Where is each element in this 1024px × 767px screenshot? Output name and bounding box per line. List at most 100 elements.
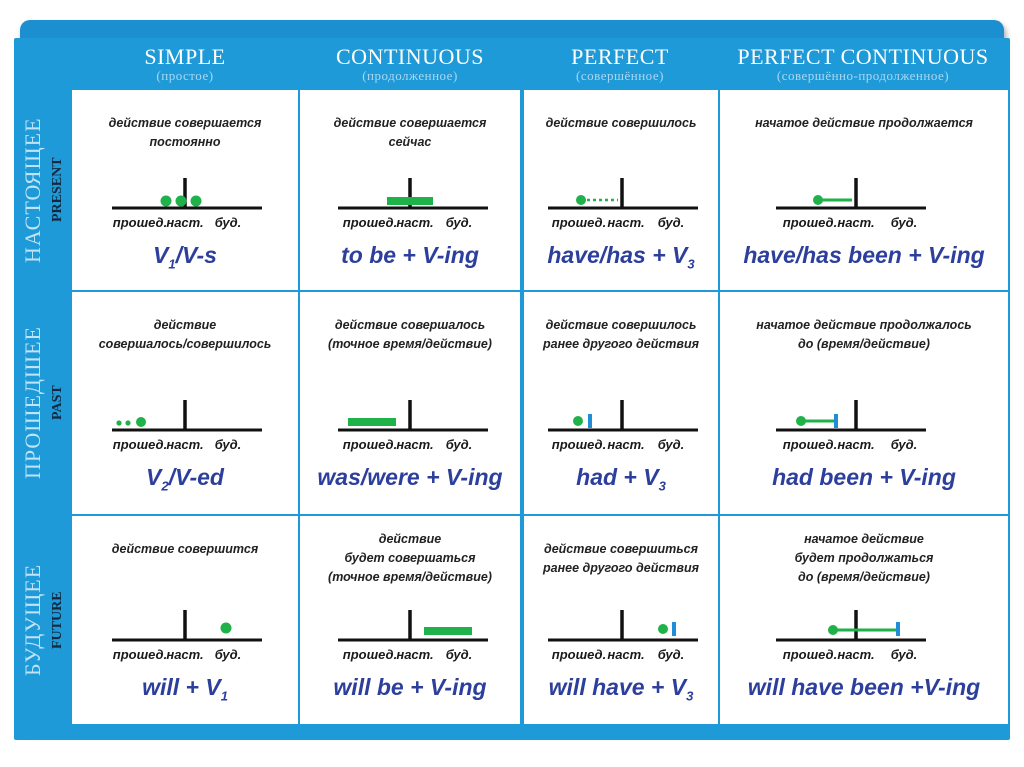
tense-formula: will be + V-ing: [300, 674, 520, 701]
row-title-en: PAST: [50, 385, 65, 421]
action-bar: [348, 418, 396, 426]
timeline-label-present: наст.: [396, 215, 433, 230]
formula-text: will have been +V-ing: [747, 674, 981, 700]
timeline-diagram: прошед. наст. буд.: [548, 400, 698, 452]
formula-text: to be + V-ing: [341, 242, 479, 268]
formula-subscript: 1: [220, 688, 228, 704]
formula-subscript: 1: [168, 256, 176, 272]
formula-text: have/has been + V-ing: [743, 242, 985, 268]
tense-description: действие совершиться ранее другого действ…: [528, 540, 714, 578]
timeline-label-future: буд.: [891, 647, 918, 662]
row-title-ru: БУДУЩЕЕ: [20, 563, 45, 677]
action-small-dot: [116, 420, 122, 426]
row-title-en: PRESENT: [50, 157, 65, 223]
column-header-continuous: CONTINUOUS (продолженное): [298, 45, 522, 89]
reference-marker: [588, 414, 592, 428]
tense-formula: have/has + V3: [524, 242, 718, 272]
action-bar: [424, 627, 472, 635]
tense-description: действие совершится: [76, 540, 294, 559]
tense-description: действие совершалось (точное время/действ…: [304, 316, 516, 354]
tense-description: действие совершалось/совершилось: [76, 316, 294, 354]
timeline-label-past: прошед.: [113, 437, 167, 452]
cell-present-perfect-continuous: начатое действие продолжается прошед. наст…: [720, 90, 1008, 290]
cell-present-continuous: действие совершается сейчас прошед. наст. бу…: [300, 90, 520, 290]
description-line: постоянно: [149, 135, 221, 149]
column-title: PERFECT CONTINUOUS: [737, 44, 989, 69]
timeline-diagram: прошед. наст. буд.: [548, 610, 698, 662]
action-bar: [387, 197, 433, 205]
description-line: действие: [378, 532, 442, 546]
formula-subscript: 3: [687, 256, 695, 272]
formula-text: was/were + V-ing: [317, 464, 503, 490]
reference-marker: [896, 622, 900, 636]
timeline-label-past: прошед.: [343, 647, 397, 662]
reference-marker: [834, 414, 838, 428]
tense-description: действие совершается постоянно: [76, 114, 294, 152]
description-line: начатое действие продолжается: [755, 116, 973, 130]
timeline-diagram: прошед. наст. буд.: [112, 400, 262, 452]
timeline-label-past: прошед.: [552, 647, 606, 662]
timeline-diagram: прошед. наст. буд.: [776, 400, 926, 452]
row-title-en: FUTURE: [50, 591, 65, 649]
timeline-label-future: буд.: [658, 215, 685, 230]
column-header-simple: SIMPLE (простое): [72, 45, 298, 89]
cell-past-perfect-continuous: начатое действие продолжалось до (время/д…: [720, 292, 1008, 514]
timeline-label-past: прошед.: [552, 215, 606, 230]
formula-text: will have + V: [548, 674, 687, 700]
timeline-label-past: прошед.: [343, 437, 397, 452]
description-line: действие совершалось: [334, 318, 486, 332]
cell-future-perfect: действие совершиться ранее другого действ…: [524, 516, 718, 724]
cell-past-perfect: действие совершилось ранее другого действ…: [524, 292, 718, 514]
timeline-diagram: прошед. наст. буд.: [776, 610, 926, 662]
description-line: ранее другого действия: [543, 561, 699, 575]
description-line: действие совершится: [111, 542, 259, 556]
description-line: до (время/действие): [798, 337, 930, 351]
column-title: CONTINUOUS: [336, 44, 484, 69]
tense-description: начатое действие продолжалось до (время/д…: [724, 316, 1004, 354]
timeline-label-present: наст.: [837, 437, 874, 452]
action-small-dot: [125, 420, 131, 426]
formula-text: V: [153, 242, 169, 268]
tense-formula: to be + V-ing: [300, 242, 520, 269]
timeline-label-future: буд.: [446, 437, 473, 452]
formula-text: have/has + V: [547, 242, 688, 268]
timeline-label-past: прошед.: [113, 647, 167, 662]
action-dot: [175, 195, 187, 207]
description-line: начатое действие: [804, 532, 924, 546]
timeline-diagram: прошед. наст. буд.: [338, 178, 488, 230]
action-dot: [813, 195, 823, 205]
timeline-label-present: наст.: [396, 437, 433, 452]
action-dot: [576, 195, 586, 205]
action-dot: [828, 625, 838, 635]
tense-formula: had been + V-ing: [720, 464, 1008, 491]
row-title-ru: ПРОШЕДШЕЕ: [20, 326, 45, 480]
timeline-diagram: прошед. наст. буд.: [112, 178, 262, 230]
column-title: SIMPLE: [144, 44, 226, 69]
timeline-label-future: буд.: [891, 215, 918, 230]
formula-suffix: /V-ed: [168, 464, 224, 490]
column-title: PERFECT: [571, 44, 669, 69]
tense-formula: had + V3: [524, 464, 718, 494]
formula-suffix: /V-s: [175, 242, 217, 268]
tense-description: действие совершилось: [528, 114, 714, 133]
formula-text: had + V: [576, 464, 659, 490]
cell-future-perfect-continuous: начатое действие будет продолжаться до (вр…: [720, 516, 1008, 724]
formula-text: V: [146, 464, 162, 490]
timeline-label-past: прошед.: [343, 215, 397, 230]
cell-future-simple: действие совершится прошед. наст. буд. will …: [72, 516, 298, 724]
timeline-label-future: буд.: [658, 647, 685, 662]
description-line: действие совершилось: [545, 318, 697, 332]
column-header-perfect-continuous: PERFECT CONTINUOUS (совершённо-продолжен…: [718, 45, 1008, 89]
timeline-label-future: буд.: [658, 437, 685, 452]
description-line: действие совершается: [333, 116, 487, 130]
cell-past-continuous: действие совершалось (точное время/действ…: [300, 292, 520, 514]
description-line: до (время/действие): [798, 570, 930, 584]
action-dot: [160, 195, 172, 207]
tense-formula: will have + V3: [524, 674, 718, 704]
column-subtitle: (простое): [156, 68, 214, 83]
row-title-ru: НАСТОЯЩЕЕ: [20, 117, 45, 263]
row-header-past: ПРОШЕДШЕЕ PAST: [14, 292, 70, 514]
tense-description: действие совершается сейчас: [304, 114, 516, 152]
tense-description: начатое действие будет продолжаться до (вр…: [724, 530, 1004, 587]
formula-subscript: 3: [686, 688, 694, 704]
